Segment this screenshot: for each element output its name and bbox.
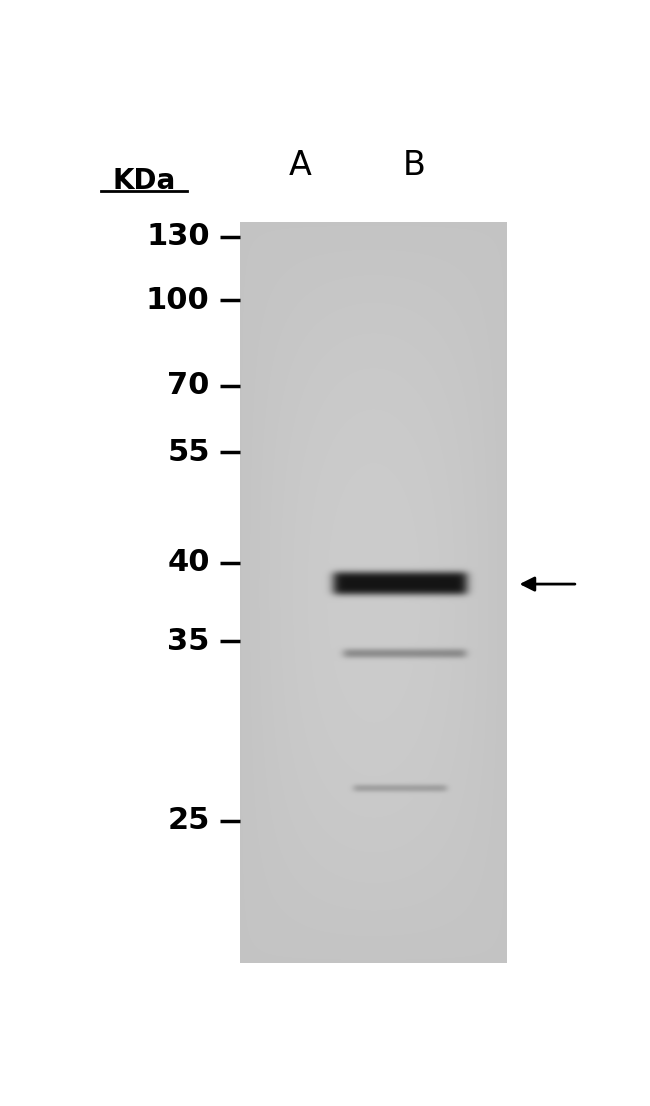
- Text: 70: 70: [167, 372, 210, 400]
- Text: 55: 55: [167, 438, 210, 467]
- Text: B: B: [402, 149, 425, 182]
- Text: 100: 100: [146, 286, 210, 315]
- Text: 40: 40: [167, 549, 210, 577]
- Text: A: A: [289, 149, 312, 182]
- Text: 25: 25: [167, 806, 210, 835]
- Text: 130: 130: [146, 222, 210, 251]
- Text: KDa: KDa: [112, 167, 176, 195]
- Text: 35: 35: [167, 627, 210, 656]
